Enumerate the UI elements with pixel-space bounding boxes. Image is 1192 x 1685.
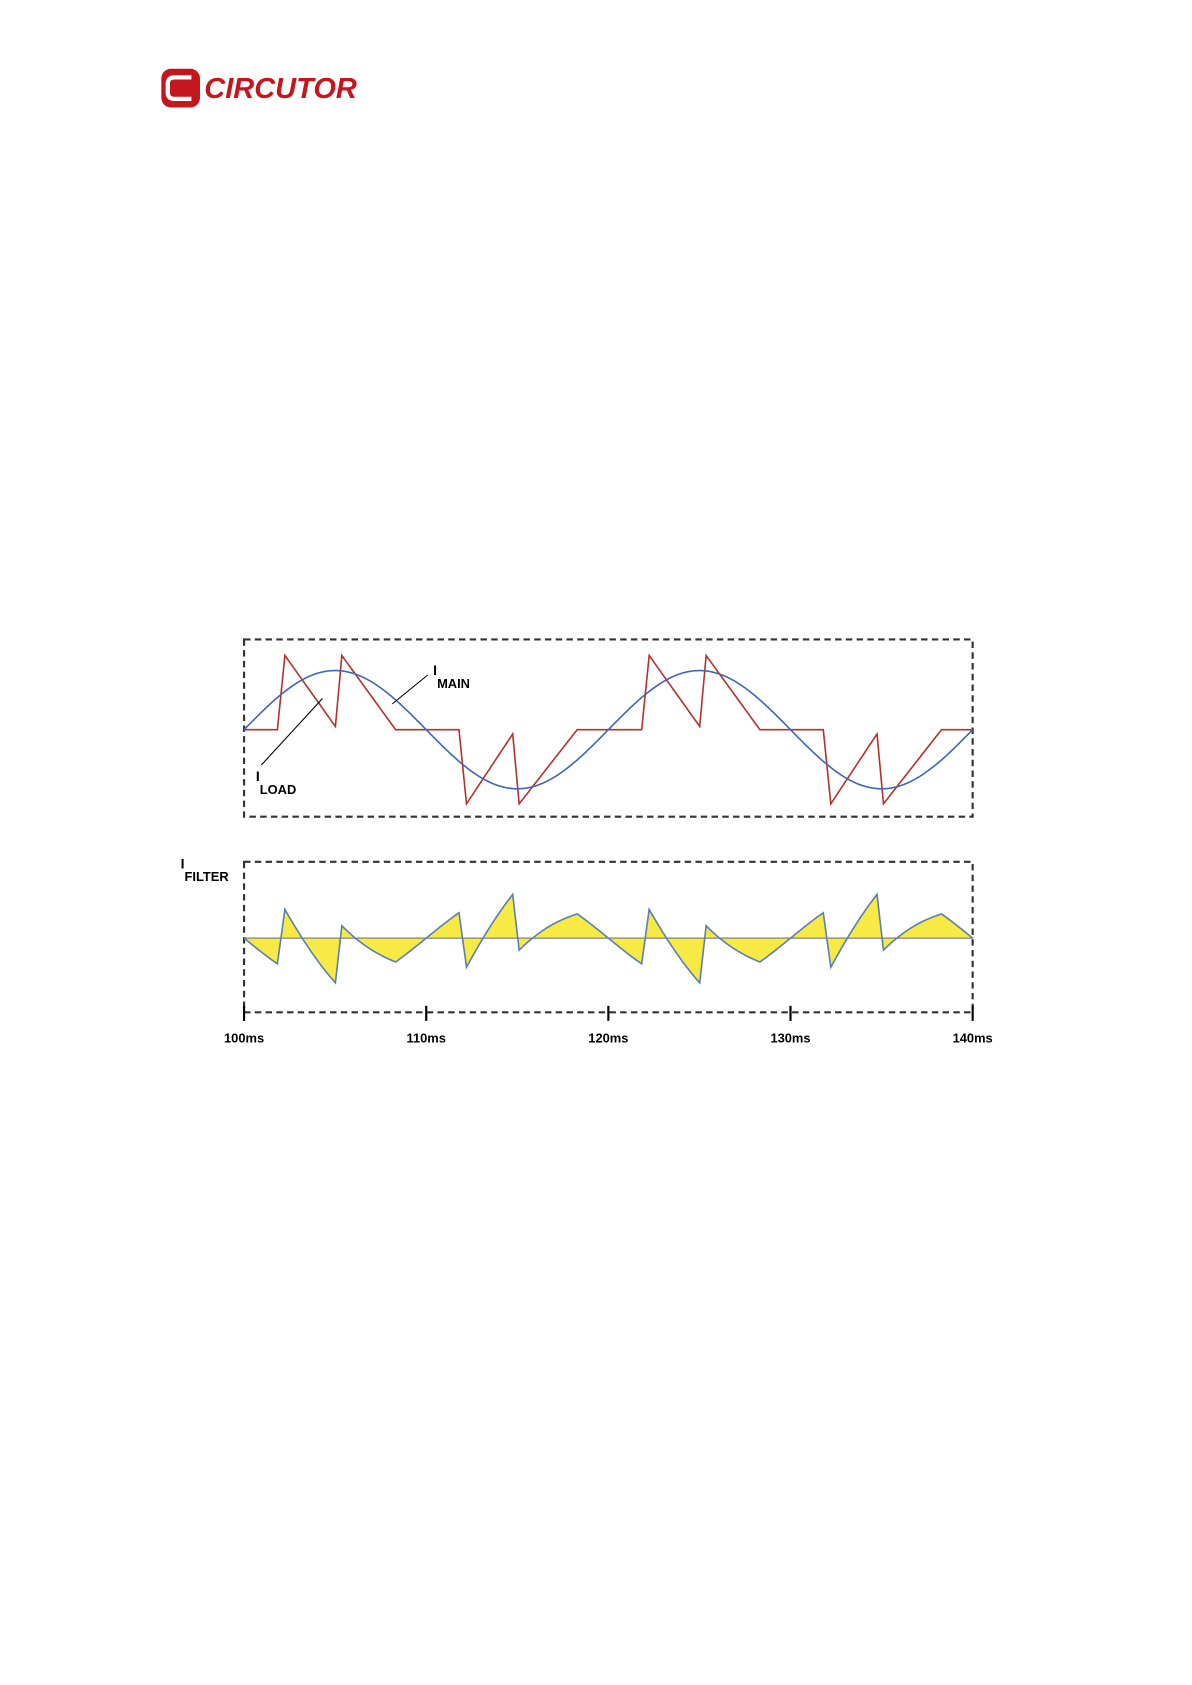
curves <box>243 653 974 985</box>
filter-curve <box>243 892 974 985</box>
label-sub: LOAD <box>260 782 296 797</box>
logo-text: CIRCUTOR <box>204 73 357 105</box>
x-tick-label: 110ms <box>407 1030 446 1045</box>
top-panel-frame <box>242 638 974 818</box>
label-main: I <box>433 662 437 678</box>
x-axis: 100ms 110ms 120ms 130ms 140ms <box>224 1005 993 1045</box>
main-label: IMAIN <box>433 662 470 691</box>
label-main: I <box>181 855 185 871</box>
label-sub: FILTER <box>185 869 230 884</box>
filter-label: IFILTER <box>181 855 230 884</box>
logo: CIRCUTOR <box>161 68 357 108</box>
load-label: ILOAD <box>256 768 296 797</box>
x-tick-label: 100ms <box>224 1030 264 1045</box>
main-leader <box>392 674 429 705</box>
x-tick-label: 140ms <box>953 1030 993 1045</box>
main-curve <box>243 669 974 790</box>
label-sub: MAIN <box>437 676 470 691</box>
logo-emblem-c <box>165 75 192 102</box>
x-tick-label: 120ms <box>588 1030 628 1045</box>
figure: IMAIN ILOAD IFILTER 100ms 110ms 120ms 130ms… <box>181 638 993 1045</box>
bottom-panel-frame <box>242 860 974 1014</box>
label-main: I <box>256 768 260 784</box>
load-leader <box>260 698 323 766</box>
x-tick-label: 130ms <box>770 1030 810 1045</box>
